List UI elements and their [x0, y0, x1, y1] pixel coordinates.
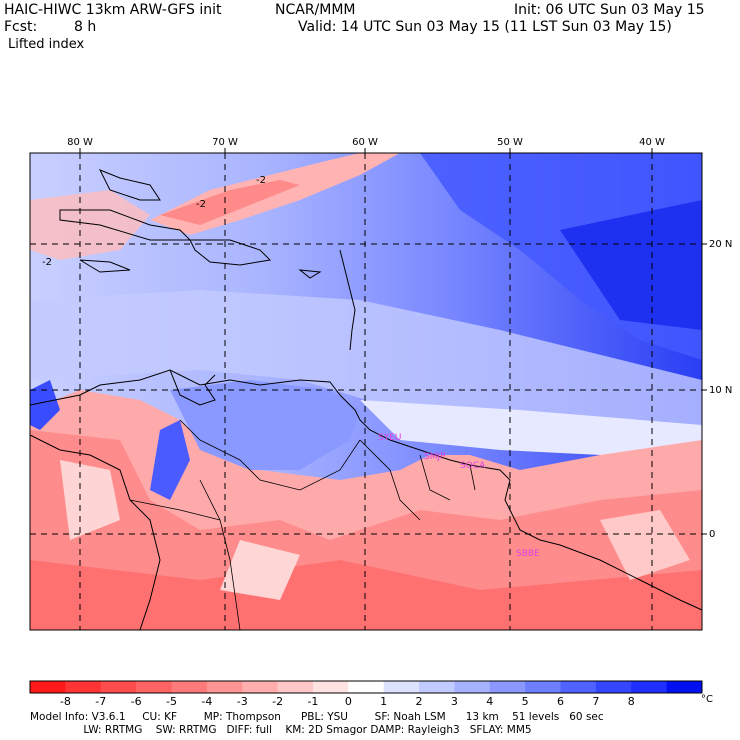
colorbar-tick-label: 5	[521, 695, 529, 708]
frame-ticks	[79, 148, 707, 535]
colorbar-unit: °C	[701, 694, 713, 705]
colorbar-tick-label: -1	[307, 695, 319, 708]
colorbar-tick-label: 1	[380, 695, 388, 708]
lon-label-60w: 60 W	[352, 137, 378, 148]
model-info-line1: Model Info: V3.6.1 CU: KF MP: Thompson P…	[30, 711, 604, 723]
graticule	[30, 153, 702, 630]
contour-label: -2	[42, 257, 52, 268]
lon-label-40w: 40 W	[639, 137, 665, 148]
field-name: Lifted index	[8, 37, 85, 52]
colorbar-tick-label: -8	[59, 695, 71, 708]
lon-label-70w: 70 W	[212, 137, 238, 148]
contour-label: -2	[256, 175, 266, 186]
station-soca: SOCA	[460, 461, 486, 471]
station-syeu: SYEU	[378, 433, 401, 443]
map-frame	[29, 152, 703, 631]
lat-label-10n: 10 N	[709, 385, 732, 396]
contour-label: -2	[196, 199, 206, 210]
colorbar-tick-label: -5	[165, 695, 177, 708]
lat-label-20n: 20 N	[709, 239, 732, 250]
colorbar-tick-label: 0	[344, 695, 352, 708]
colorbar-tick-label: 7	[592, 695, 600, 708]
colorbar-tick-label: 6	[557, 695, 565, 708]
colorbar-tick-label: 4	[486, 695, 494, 708]
colorbar-tick-label: 2	[415, 695, 423, 708]
station-sbbe: SBBE	[516, 549, 540, 559]
forecast-hour: 8 h	[74, 19, 97, 35]
colorbar-tick-label: 8	[627, 695, 635, 708]
colorbar-tick-label: -3	[236, 695, 248, 708]
colorbar-tick-label: -7	[95, 695, 107, 708]
valid-time: Valid: 14 UTC Sun 03 May 15 (11 LST Sun …	[298, 19, 672, 35]
org-label: NCAR/MMM	[275, 2, 356, 18]
station-smjp: SMJP	[424, 452, 446, 462]
colorbar-tick-label: -4	[201, 695, 213, 708]
forecast-label: Fcst:	[4, 19, 38, 35]
init-time: Init: 06 UTC Sun 03 May 15	[514, 2, 705, 18]
colorbar-tick-label: -6	[130, 695, 142, 708]
model-title: HAIC-HIWC 13km ARW-GFS init	[4, 2, 222, 18]
colorbar-tick-label: 3	[450, 695, 458, 708]
lon-label-50w: 50 W	[497, 137, 523, 148]
colorbar-tick-label: -2	[272, 695, 284, 708]
lat-label-0: 0	[709, 529, 715, 540]
lon-label-80w: 80 W	[67, 137, 93, 148]
model-info-line2: LW: RRTMG SW: RRTMG DIFF: full KM: 2D Sm…	[30, 724, 532, 736]
